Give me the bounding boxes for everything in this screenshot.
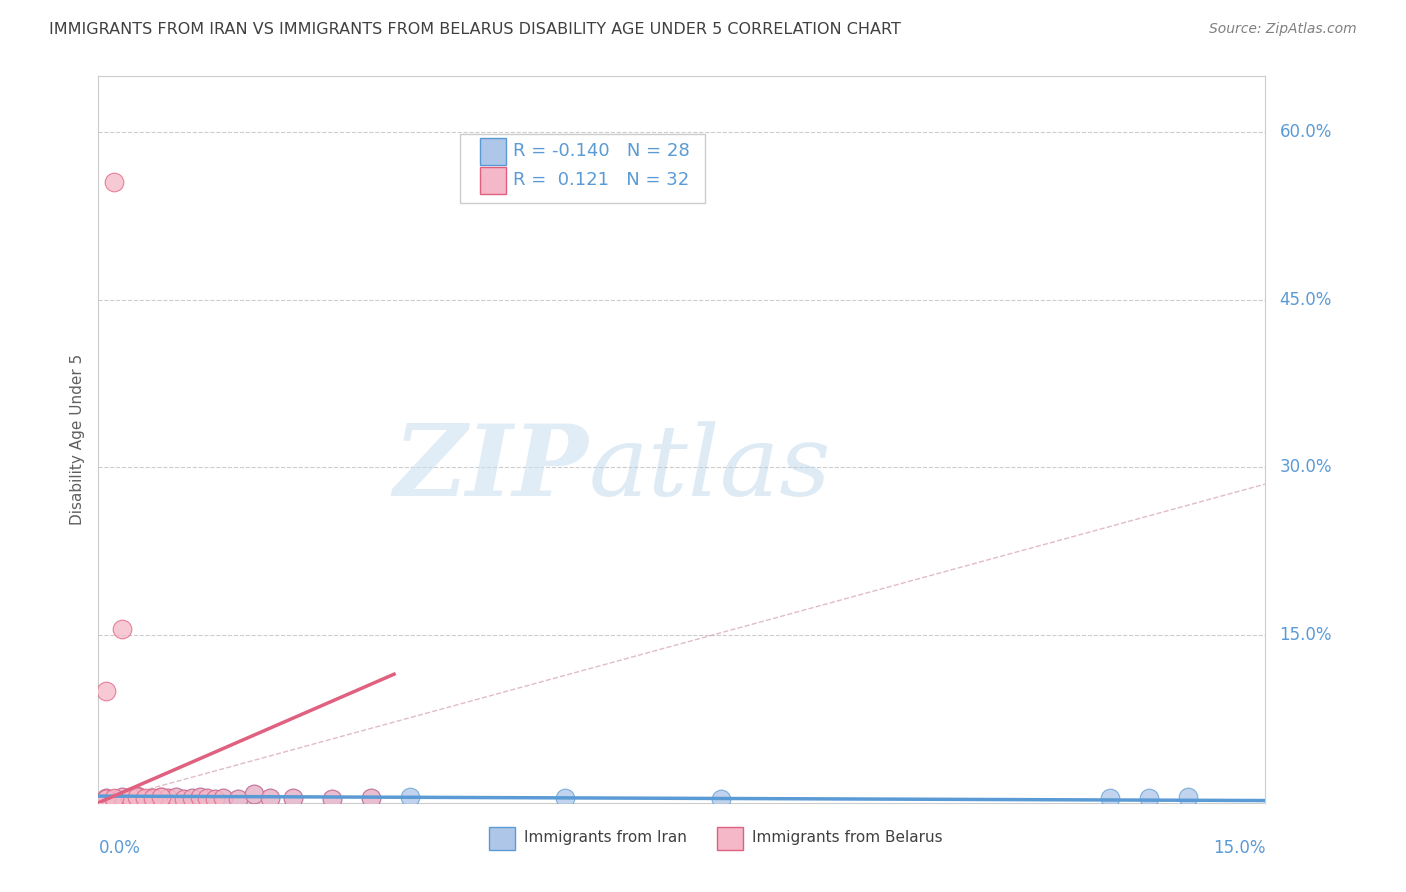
Point	[149, 790, 172, 805]
Point	[96, 792, 118, 806]
Point	[165, 790, 187, 805]
Text: R =  0.121   N = 32: R = 0.121 N = 32	[513, 170, 689, 189]
Point	[173, 792, 195, 806]
Text: ZIP: ZIP	[394, 420, 589, 516]
Point	[710, 792, 733, 806]
Point	[554, 791, 576, 805]
Point	[111, 790, 134, 805]
Point	[96, 791, 118, 805]
FancyBboxPatch shape	[460, 134, 706, 203]
Point	[173, 792, 195, 806]
Text: Immigrants from Belarus: Immigrants from Belarus	[752, 830, 942, 846]
Point	[96, 684, 118, 698]
Point	[127, 790, 149, 805]
Point	[118, 791, 141, 805]
Text: R = -0.140   N = 28: R = -0.140 N = 28	[513, 142, 689, 160]
Point	[127, 789, 149, 803]
Point	[1177, 790, 1199, 805]
Point	[188, 790, 211, 805]
Point	[103, 792, 125, 806]
Point	[212, 791, 235, 805]
Text: 30.0%: 30.0%	[1279, 458, 1331, 476]
Point	[127, 789, 149, 803]
Point	[188, 790, 211, 805]
Point	[228, 792, 250, 806]
Point	[134, 791, 156, 805]
FancyBboxPatch shape	[479, 137, 506, 165]
Text: 45.0%: 45.0%	[1279, 291, 1331, 309]
Point	[321, 792, 343, 806]
Point	[149, 790, 172, 805]
Point	[157, 791, 180, 805]
Point	[142, 791, 165, 805]
Point	[195, 791, 218, 805]
Point	[180, 791, 202, 805]
Text: Source: ZipAtlas.com: Source: ZipAtlas.com	[1209, 22, 1357, 37]
FancyBboxPatch shape	[479, 167, 506, 194]
Point	[259, 791, 281, 805]
Point	[243, 787, 266, 801]
Point	[259, 791, 281, 805]
Y-axis label: Disability Age Under 5: Disability Age Under 5	[69, 354, 84, 524]
Point	[103, 791, 125, 805]
Point	[149, 790, 172, 805]
Point	[281, 791, 304, 805]
Point	[157, 791, 180, 805]
Text: 60.0%: 60.0%	[1279, 123, 1331, 141]
Point	[96, 791, 118, 805]
Point	[281, 791, 304, 805]
Text: Immigrants from Iran: Immigrants from Iran	[524, 830, 688, 846]
Point	[111, 790, 134, 805]
Point	[212, 791, 235, 805]
FancyBboxPatch shape	[489, 827, 515, 850]
Point	[103, 175, 125, 189]
Text: 15.0%: 15.0%	[1279, 626, 1331, 644]
Point	[134, 792, 156, 806]
Text: IMMIGRANTS FROM IRAN VS IMMIGRANTS FROM BELARUS DISABILITY AGE UNDER 5 CORRELATI: IMMIGRANTS FROM IRAN VS IMMIGRANTS FROM …	[49, 22, 901, 37]
Point	[321, 792, 343, 806]
Point	[204, 792, 226, 806]
Point	[1098, 791, 1121, 805]
Point	[180, 791, 202, 805]
Point	[103, 792, 125, 806]
Point	[118, 790, 141, 805]
Point	[118, 791, 141, 805]
Text: 0.0%: 0.0%	[98, 839, 141, 857]
Point	[360, 791, 382, 805]
Point	[165, 790, 187, 805]
Point	[398, 790, 420, 805]
FancyBboxPatch shape	[717, 827, 742, 850]
Point	[111, 623, 134, 637]
Point	[142, 791, 165, 805]
Point	[142, 791, 165, 805]
Point	[243, 787, 266, 801]
Point	[204, 792, 226, 806]
Point	[228, 792, 250, 806]
Point	[360, 791, 382, 805]
Point	[195, 791, 218, 805]
Point	[1137, 791, 1160, 805]
Text: atlas: atlas	[589, 421, 831, 516]
Point	[134, 792, 156, 806]
Text: 15.0%: 15.0%	[1213, 839, 1265, 857]
